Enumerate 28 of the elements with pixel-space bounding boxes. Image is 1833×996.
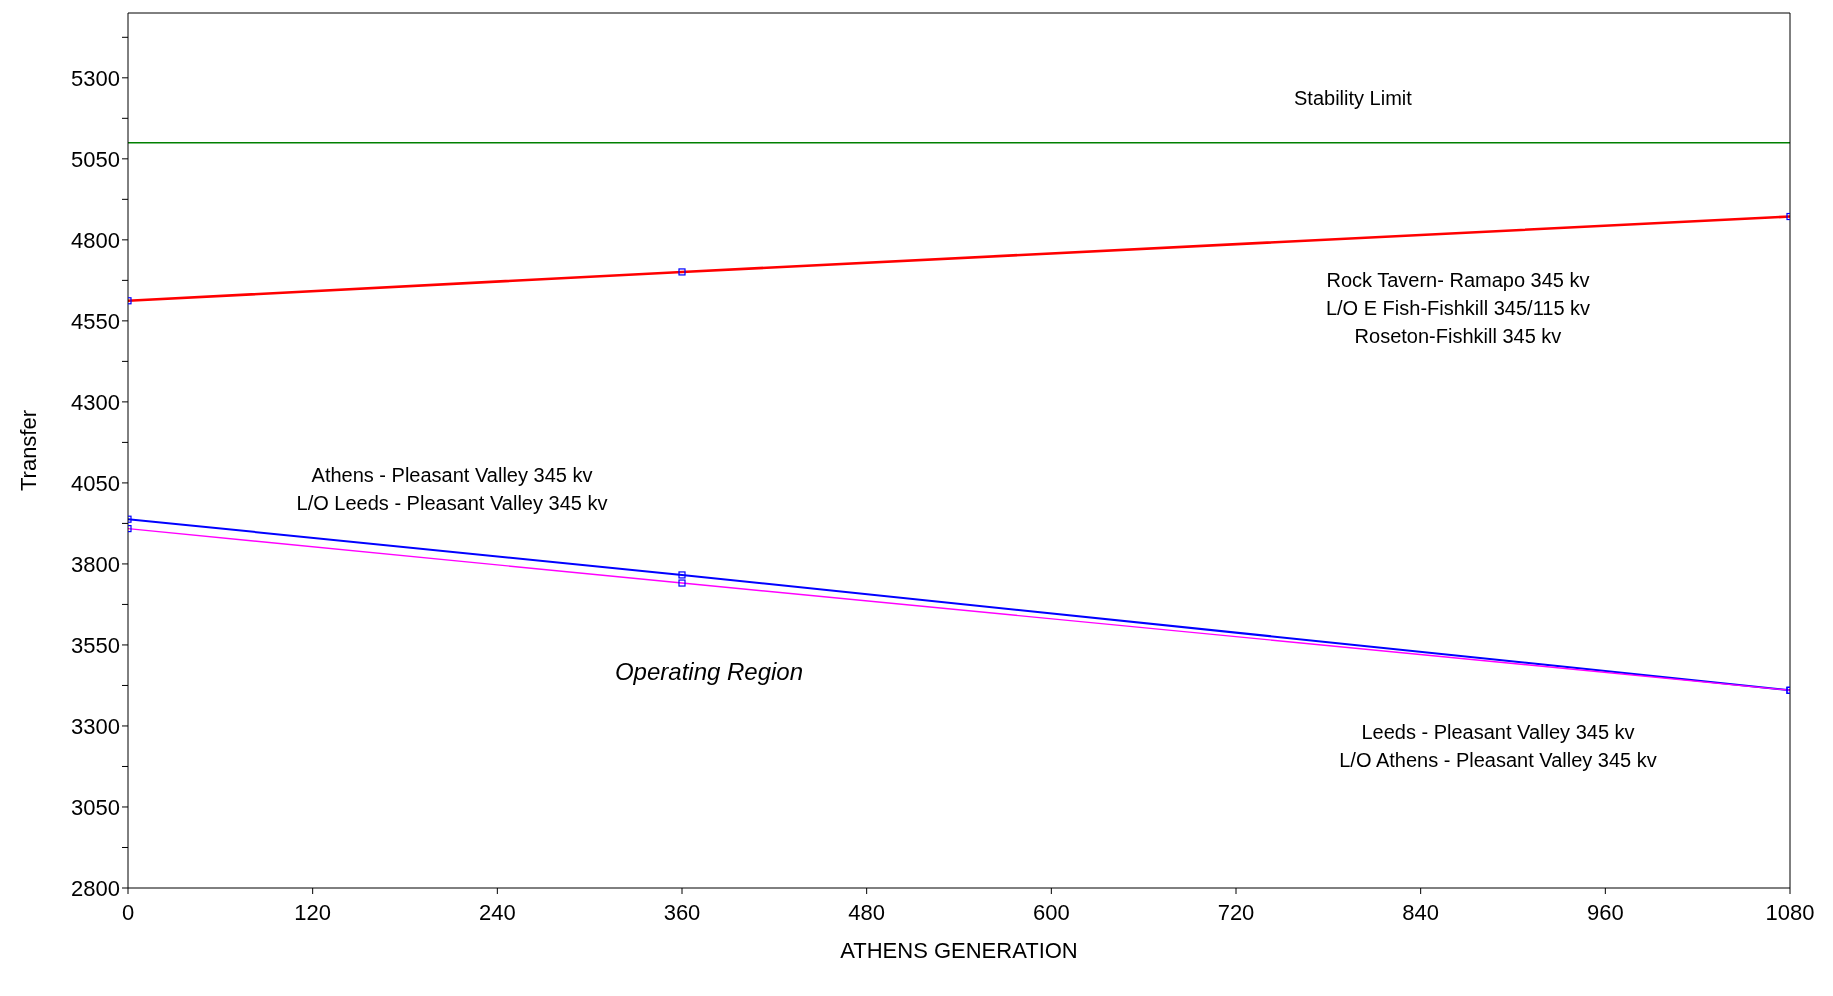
y-tick-label: 5300 [71,65,120,91]
annotation: Operating Region [614,658,804,686]
y-tick-label: 4050 [71,470,120,496]
x-tick-label: 240 [478,899,516,925]
x-axis-title: ATHENS GENERATION [840,938,1078,963]
y-tick-label: 3300 [71,713,120,739]
y-tick-label: 3050 [71,794,120,820]
y-tick-label: 3550 [71,632,120,658]
y-tick-label: 2800 [71,875,120,901]
y-tick-label: 4300 [71,389,120,415]
x-tick-label: 0 [121,899,135,925]
x-tick-label: 1080 [1765,899,1815,925]
y-tick-label: 4550 [71,308,120,334]
y-axis-title: Transfer [15,409,41,492]
x-tick-label: 720 [1217,899,1255,925]
x-tick-label: 840 [1402,899,1440,925]
annotation: Rock Tavern- Ramapo 345 kv L/O E Fish-Fishkill 345/115 kv Roseton-Fishkill 345 kv [1325,268,1591,349]
x-tick-label: 480 [848,899,886,925]
x-tick-label: 600 [1032,899,1070,925]
y-tick-label: 5050 [71,146,120,172]
x-tick-label: 120 [294,899,332,925]
y-tick-label: 3800 [71,551,120,577]
annotation: Athens - Pleasant Valley 345 kv L/O Leeds - Pleasant Valley 345 kv [296,463,608,516]
x-tick-label: 360 [663,899,701,925]
ref-line-label: Stability Limit [1293,86,1413,109]
x-tick-label: 960 [1586,899,1624,925]
y-tick-label: 4800 [71,227,120,253]
annotation: Leeds - Pleasant Valley 345 kv L/O Athens - Pleasant Valley 345 kv [1339,720,1657,773]
